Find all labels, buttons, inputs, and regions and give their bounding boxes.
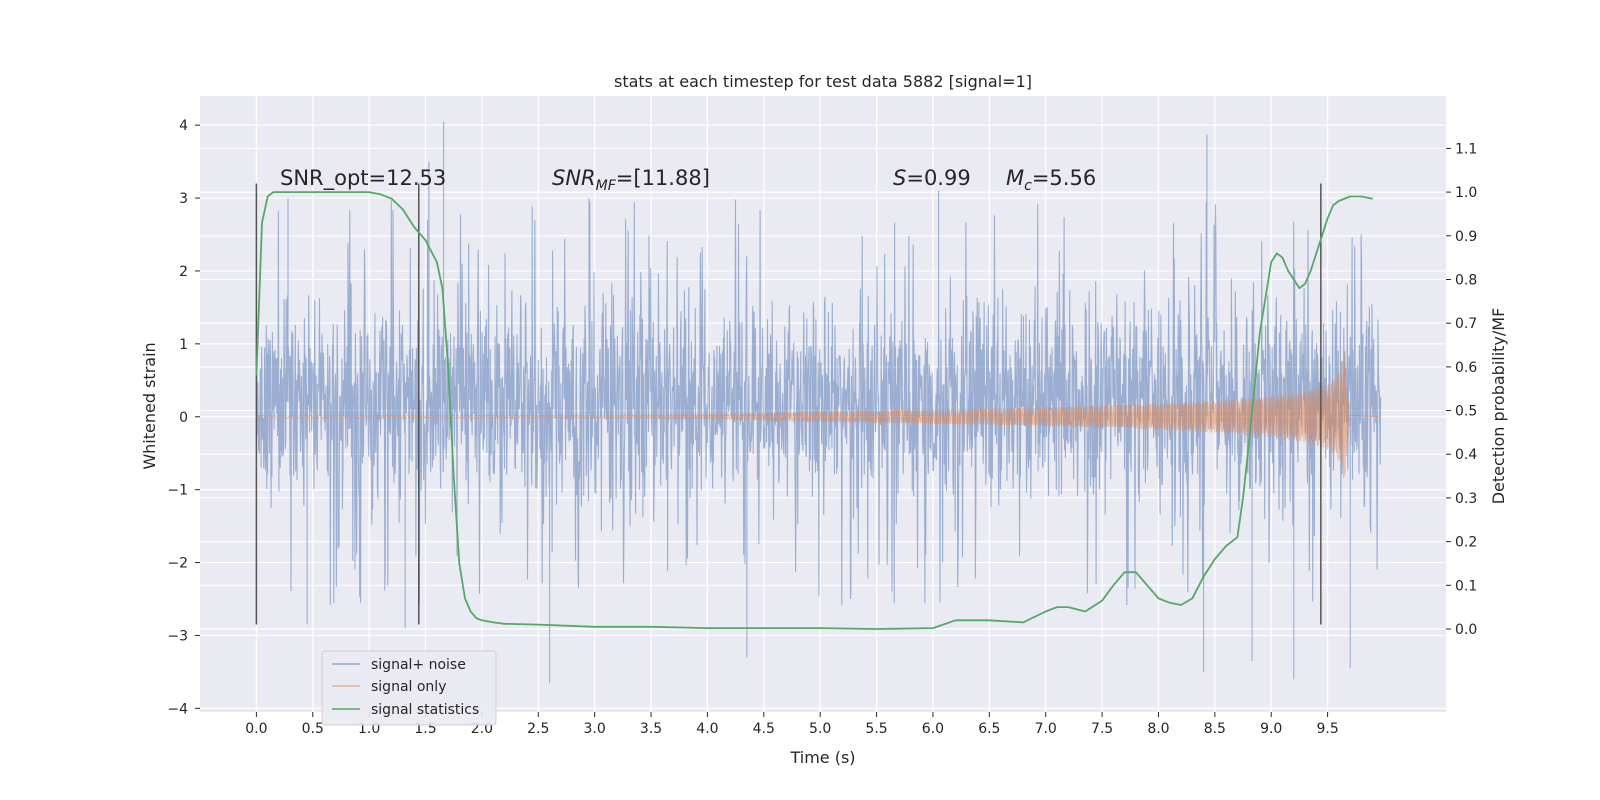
y-tick-label: 2 — [179, 264, 188, 280]
y-tick-label: 1 — [179, 337, 188, 353]
x-tick-label: 9.0 — [1260, 721, 1282, 737]
y-axis-left: 4 3 2 1 0 −1 −2 −3 −4 — [167, 118, 200, 717]
signal-only-line — [255, 351, 1381, 479]
signal-noise-line — [255, 121, 1382, 683]
y2-tick-label: 0.9 — [1455, 229, 1477, 245]
series-signal-statistics — [255, 191, 1373, 630]
y-tick-label: −1 — [167, 483, 188, 499]
series-signal-only — [255, 351, 1381, 479]
x-tick-label: 8.0 — [1147, 721, 1169, 737]
legend: signal+ noise signal only signal statist… — [321, 650, 497, 726]
x-tick-label: 4.5 — [753, 721, 775, 737]
mc-value: =5.56 — [1032, 166, 1096, 190]
annotation-mc: Mc=5.56 — [1006, 166, 1096, 194]
y-tick-label: −3 — [167, 628, 188, 644]
y-tick-label: 4 — [179, 118, 188, 134]
s-main: S — [893, 166, 906, 190]
y2-tick-label: 0.0 — [1455, 622, 1477, 638]
snr-mf-sub: MF — [596, 178, 617, 194]
vertical-markers — [255, 183, 1322, 625]
y2-tick-label: 1.0 — [1455, 185, 1477, 201]
y2-tick-label: 0.6 — [1455, 360, 1477, 376]
legend-box — [321, 650, 497, 726]
x-tick-label: 7.5 — [1091, 721, 1113, 737]
x-tick-label: 3.0 — [584, 721, 606, 737]
chart-title: stats at each timestep for test data 588… — [614, 72, 1032, 91]
x-tick-label: 5.5 — [865, 721, 887, 737]
legend-label-stats: signal statistics — [371, 702, 479, 718]
y2-tick-label: 0.8 — [1455, 272, 1477, 288]
snr-mf-value: =[11.88] — [616, 166, 710, 190]
y2-tick-label: 0.3 — [1455, 491, 1477, 507]
s-value: =0.99 — [906, 166, 970, 190]
annotation-snr-opt: SNR_opt=12.53 — [280, 166, 446, 191]
y2-tick-label: 0.7 — [1455, 316, 1477, 332]
x-tick-label: 5.0 — [809, 721, 831, 737]
x-tick-label: 2.5 — [527, 721, 549, 737]
x-tick-label: 7.0 — [1035, 721, 1057, 737]
x-tick-label: 0.5 — [302, 721, 324, 737]
y2-tick-label: 1.1 — [1455, 141, 1477, 157]
legend-label-noise: signal+ noise — [371, 657, 466, 673]
y-axis-label: Whitened strain — [140, 342, 159, 469]
x-tick-label: 6.0 — [922, 721, 944, 737]
x-tick-label: 0.0 — [245, 721, 267, 737]
x-tick-label: 3.5 — [640, 721, 662, 737]
mc-sub: c — [1024, 178, 1032, 194]
y-tick-label: 3 — [179, 191, 188, 207]
y-axis-right: 1.1 1.0 0.9 0.8 0.7 0.6 0.5 0.4 0.3 0.2 0.1 0.0 — [1446, 141, 1477, 638]
y-tick-label: −2 — [167, 556, 188, 572]
snr-mf-main: SNR — [552, 166, 596, 190]
signal-statistics-line — [255, 191, 1373, 630]
y2-axis-label: Detection probability/MF — [1489, 308, 1508, 505]
legend-label-signal: signal only — [371, 679, 446, 695]
y-tick-label: −4 — [167, 701, 188, 717]
y2-tick-label: 0.2 — [1455, 535, 1477, 551]
x-tick-label: 4.0 — [696, 721, 718, 737]
annotation-snr-mf: SNRMF=[11.88] — [552, 166, 710, 194]
y2-tick-label: 0.4 — [1455, 447, 1477, 463]
x-axis: 0.0 0.5 1.0 1.5 2.0 2.5 3.0 3.5 4.0 4.5 5.0 5.5 6.0 6… — [245, 712, 1339, 737]
y2-tick-label: 0.5 — [1455, 404, 1477, 420]
x-tick-label: 8.5 — [1204, 721, 1226, 737]
mc-main: M — [1006, 166, 1024, 190]
annotation-s: S=0.99 — [893, 166, 971, 190]
series-signal-plus-noise — [255, 121, 1382, 683]
x-tick-label: 6.5 — [978, 721, 1000, 737]
y2-tick-label: 0.1 — [1455, 578, 1477, 594]
x-axis-label: Time (s) — [789, 748, 855, 767]
x-tick-label: 9.5 — [1316, 721, 1338, 737]
y-tick-label: 0 — [179, 410, 188, 426]
